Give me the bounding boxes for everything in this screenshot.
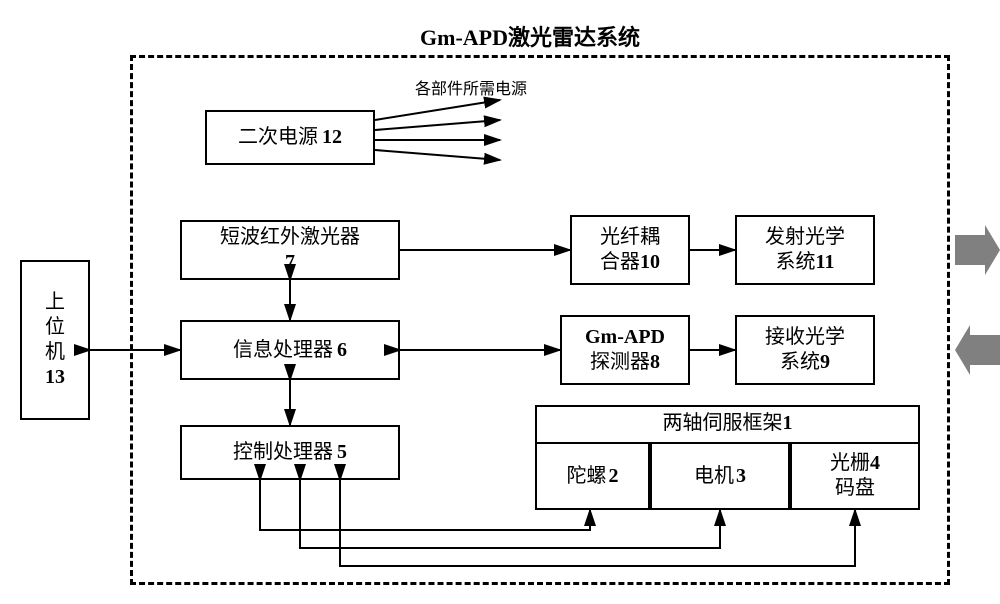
diagram-canvas: Gm-APD激光雷达系统 各部件所需电源 上 位 机 13 二次电源 12 短波… [0,0,1000,604]
coupler-box: 光纤耦 合器10 [570,215,690,285]
detector-line2: 探测器8 [590,350,660,375]
coupler-line2: 合器10 [600,250,660,275]
rx-line2: 系统9 [780,350,830,375]
tx-line2: 系统11 [776,250,835,275]
tx-big-arrow [955,225,1000,275]
detector-box: Gm-APD 探测器8 [560,315,690,385]
motor-box: 电机 3 [650,442,790,510]
tx-optics-box: 发射光学 系统11 [735,215,875,285]
gyro-num: 2 [609,464,619,489]
host-computer-box: 上 位 机 13 [20,260,90,420]
servo-label: 两轴伺服框架1 [663,411,793,436]
host-num: 13 [45,365,65,390]
power-num: 12 [322,125,342,150]
ctrl-label: 控制处理器 [233,440,333,465]
detector-line1: Gm-APD [585,325,665,350]
rx-optics-box: 接收光学 系统9 [735,315,875,385]
info-num: 6 [337,338,347,363]
encoder-line1: 光栅4 [830,451,880,476]
power-label: 二次电源 [238,125,318,150]
control-processor-box: 控制处理器 5 [180,425,400,480]
laser-num: 7 [285,250,295,275]
laser-label: 短波红外激光器 [220,225,360,250]
motor-num: 3 [736,464,746,489]
tx-line1: 发射光学 [765,225,845,250]
secondary-power-box: 二次电源 12 [205,110,375,165]
host-line2: 位 [45,315,65,340]
gyro-box: 陀螺 2 [535,442,650,510]
host-line1: 上 [45,290,65,315]
info-label: 信息处理器 [233,338,333,363]
encoder-box: 光栅4 码盘 [790,442,920,510]
host-line3: 机 [45,340,65,365]
rx-big-arrow [955,325,1000,375]
system-title: Gm-APD激光雷达系统 [420,20,640,52]
rx-line1: 接收光学 [765,325,845,350]
power-output-label: 各部件所需电源 [415,75,527,99]
laser-box: 短波红外激光器 7 [180,220,400,280]
info-processor-box: 信息处理器 6 [180,320,400,380]
encoder-line2: 码盘 [835,476,875,501]
motor-label: 电机 [694,464,734,489]
gyro-label: 陀螺 [567,464,607,489]
coupler-line1: 光纤耦 [600,225,660,250]
ctrl-num: 5 [337,440,347,465]
